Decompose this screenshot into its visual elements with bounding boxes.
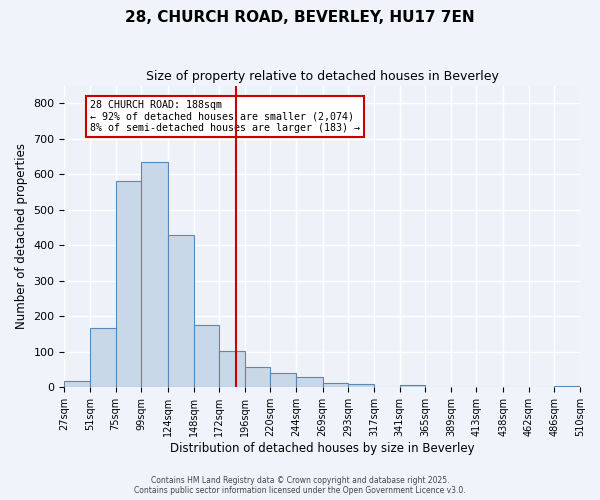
Bar: [64, 382, 90, 388]
Bar: [349, 384, 374, 388]
Bar: [116, 180, 141, 388]
Text: Contains HM Land Registry data © Crown copyright and database right 2025.
Contai: Contains HM Land Registry data © Crown c…: [134, 476, 466, 495]
Bar: [554, 386, 580, 388]
Bar: [400, 385, 425, 388]
Title: Size of property relative to detached houses in Beverley: Size of property relative to detached ho…: [146, 70, 499, 83]
Text: 28, CHURCH ROAD, BEVERLEY, HU17 7EN: 28, CHURCH ROAD, BEVERLEY, HU17 7EN: [125, 10, 475, 25]
Y-axis label: Number of detached properties: Number of detached properties: [15, 144, 28, 330]
Bar: [323, 383, 349, 388]
Bar: [168, 234, 194, 388]
Bar: [296, 376, 323, 388]
Bar: [90, 328, 116, 388]
X-axis label: Distribution of detached houses by size in Beverley: Distribution of detached houses by size …: [170, 442, 475, 455]
Bar: [141, 162, 168, 388]
Bar: [245, 367, 271, 388]
Bar: [271, 373, 296, 388]
Bar: [219, 351, 245, 388]
Bar: [194, 325, 219, 388]
Text: 28 CHURCH ROAD: 188sqm
← 92% of detached houses are smaller (2,074)
8% of semi-d: 28 CHURCH ROAD: 188sqm ← 92% of detached…: [90, 100, 360, 133]
